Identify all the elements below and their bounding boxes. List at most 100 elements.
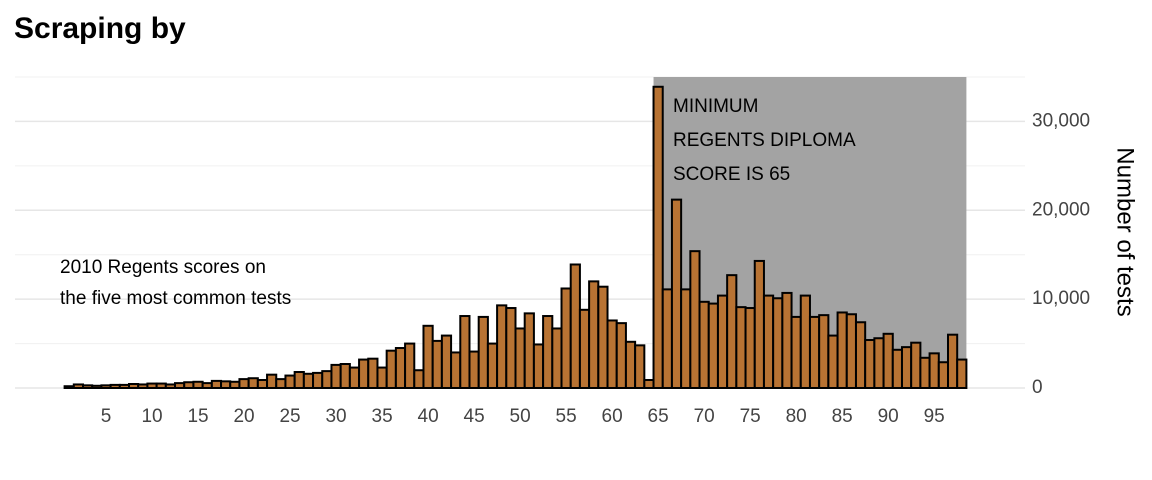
bar xyxy=(256,379,269,390)
y-tick-label: 20,000 xyxy=(1032,199,1090,220)
bar xyxy=(266,373,278,389)
annotation: SCORE IS 65 xyxy=(673,164,790,185)
bar xyxy=(864,339,876,390)
x-tick-label: 35 xyxy=(372,406,393,427)
bar xyxy=(588,280,600,389)
bar xyxy=(882,332,894,390)
bar xyxy=(606,319,618,389)
x-tick-label: 45 xyxy=(464,406,485,427)
bar xyxy=(910,341,922,390)
bar xyxy=(818,314,830,389)
bar xyxy=(873,337,885,389)
bar xyxy=(772,297,784,389)
bar xyxy=(753,259,765,390)
bar xyxy=(238,378,250,390)
bar xyxy=(164,383,177,389)
bar xyxy=(514,327,526,390)
x-tick-label: 30 xyxy=(325,406,346,427)
annotation: 2010 Regents scores on xyxy=(60,257,266,278)
bar xyxy=(698,300,710,389)
bar xyxy=(560,287,572,390)
x-tick-label: 90 xyxy=(878,406,899,427)
bar xyxy=(404,342,416,390)
x-tick-label: 50 xyxy=(510,406,531,427)
bar xyxy=(836,311,848,390)
bar xyxy=(624,340,637,389)
bar xyxy=(597,285,609,389)
bar xyxy=(431,339,443,389)
bar xyxy=(505,307,517,389)
bar xyxy=(440,334,453,389)
bar xyxy=(367,357,379,390)
bar xyxy=(109,383,121,390)
bar xyxy=(339,363,351,390)
bar xyxy=(661,288,673,389)
y-axis-label: Number of tests xyxy=(1112,147,1139,316)
annotation: the five most common tests xyxy=(60,288,291,309)
bar xyxy=(937,361,949,389)
bar xyxy=(468,350,480,389)
bar xyxy=(854,321,867,390)
bar xyxy=(91,384,103,389)
bar xyxy=(569,263,581,390)
bar xyxy=(137,383,149,389)
bar xyxy=(643,379,655,390)
bar xyxy=(293,371,305,389)
bar xyxy=(762,294,775,389)
bar xyxy=(680,288,692,389)
bar xyxy=(118,383,131,390)
bar xyxy=(174,382,186,389)
bar xyxy=(422,324,434,389)
bar xyxy=(201,382,213,389)
bar xyxy=(652,85,664,389)
bar xyxy=(523,312,535,389)
bar xyxy=(210,379,223,389)
x-tick-label: 15 xyxy=(187,406,208,427)
bar xyxy=(348,366,361,390)
bar xyxy=(827,334,839,389)
bar xyxy=(358,358,370,389)
bar xyxy=(450,351,462,390)
bar xyxy=(615,322,627,389)
bar xyxy=(707,302,719,390)
bar xyxy=(63,385,75,390)
x-tick-label: 85 xyxy=(832,406,853,427)
y-tick-label: 0 xyxy=(1032,377,1043,398)
bar xyxy=(551,327,563,390)
bar xyxy=(330,363,342,390)
annotation: MINIMUM xyxy=(673,96,758,117)
bar xyxy=(956,358,968,389)
x-tick-label: 5 xyxy=(101,406,112,427)
bar xyxy=(220,380,232,390)
bar xyxy=(781,291,793,389)
bar xyxy=(928,352,940,389)
bar xyxy=(321,370,333,390)
annotation: REGENTS DIPLOMA xyxy=(673,130,856,151)
bar xyxy=(229,380,241,389)
x-tick-label: 20 xyxy=(233,406,254,427)
bar xyxy=(100,384,112,390)
bar xyxy=(726,274,738,389)
bar xyxy=(689,250,701,389)
bar xyxy=(634,344,646,389)
bar xyxy=(477,315,489,389)
chart-title: Scraping by xyxy=(14,12,186,45)
bar xyxy=(486,342,499,390)
bar xyxy=(919,356,931,390)
bar xyxy=(413,369,425,390)
x-tick-label: 95 xyxy=(924,406,945,427)
bar xyxy=(128,383,140,390)
bar xyxy=(183,381,195,389)
bar xyxy=(192,380,204,389)
bar xyxy=(744,307,756,389)
x-tick-label: 55 xyxy=(556,406,577,427)
bar xyxy=(284,374,296,389)
bar xyxy=(735,306,747,390)
bar xyxy=(799,294,811,389)
y-tick-label: 10,000 xyxy=(1032,288,1090,309)
x-tick-label: 25 xyxy=(279,406,300,427)
x-tick-label: 80 xyxy=(786,406,807,427)
bar xyxy=(891,348,903,390)
x-tick-label: 10 xyxy=(141,406,162,427)
bar xyxy=(275,378,287,390)
